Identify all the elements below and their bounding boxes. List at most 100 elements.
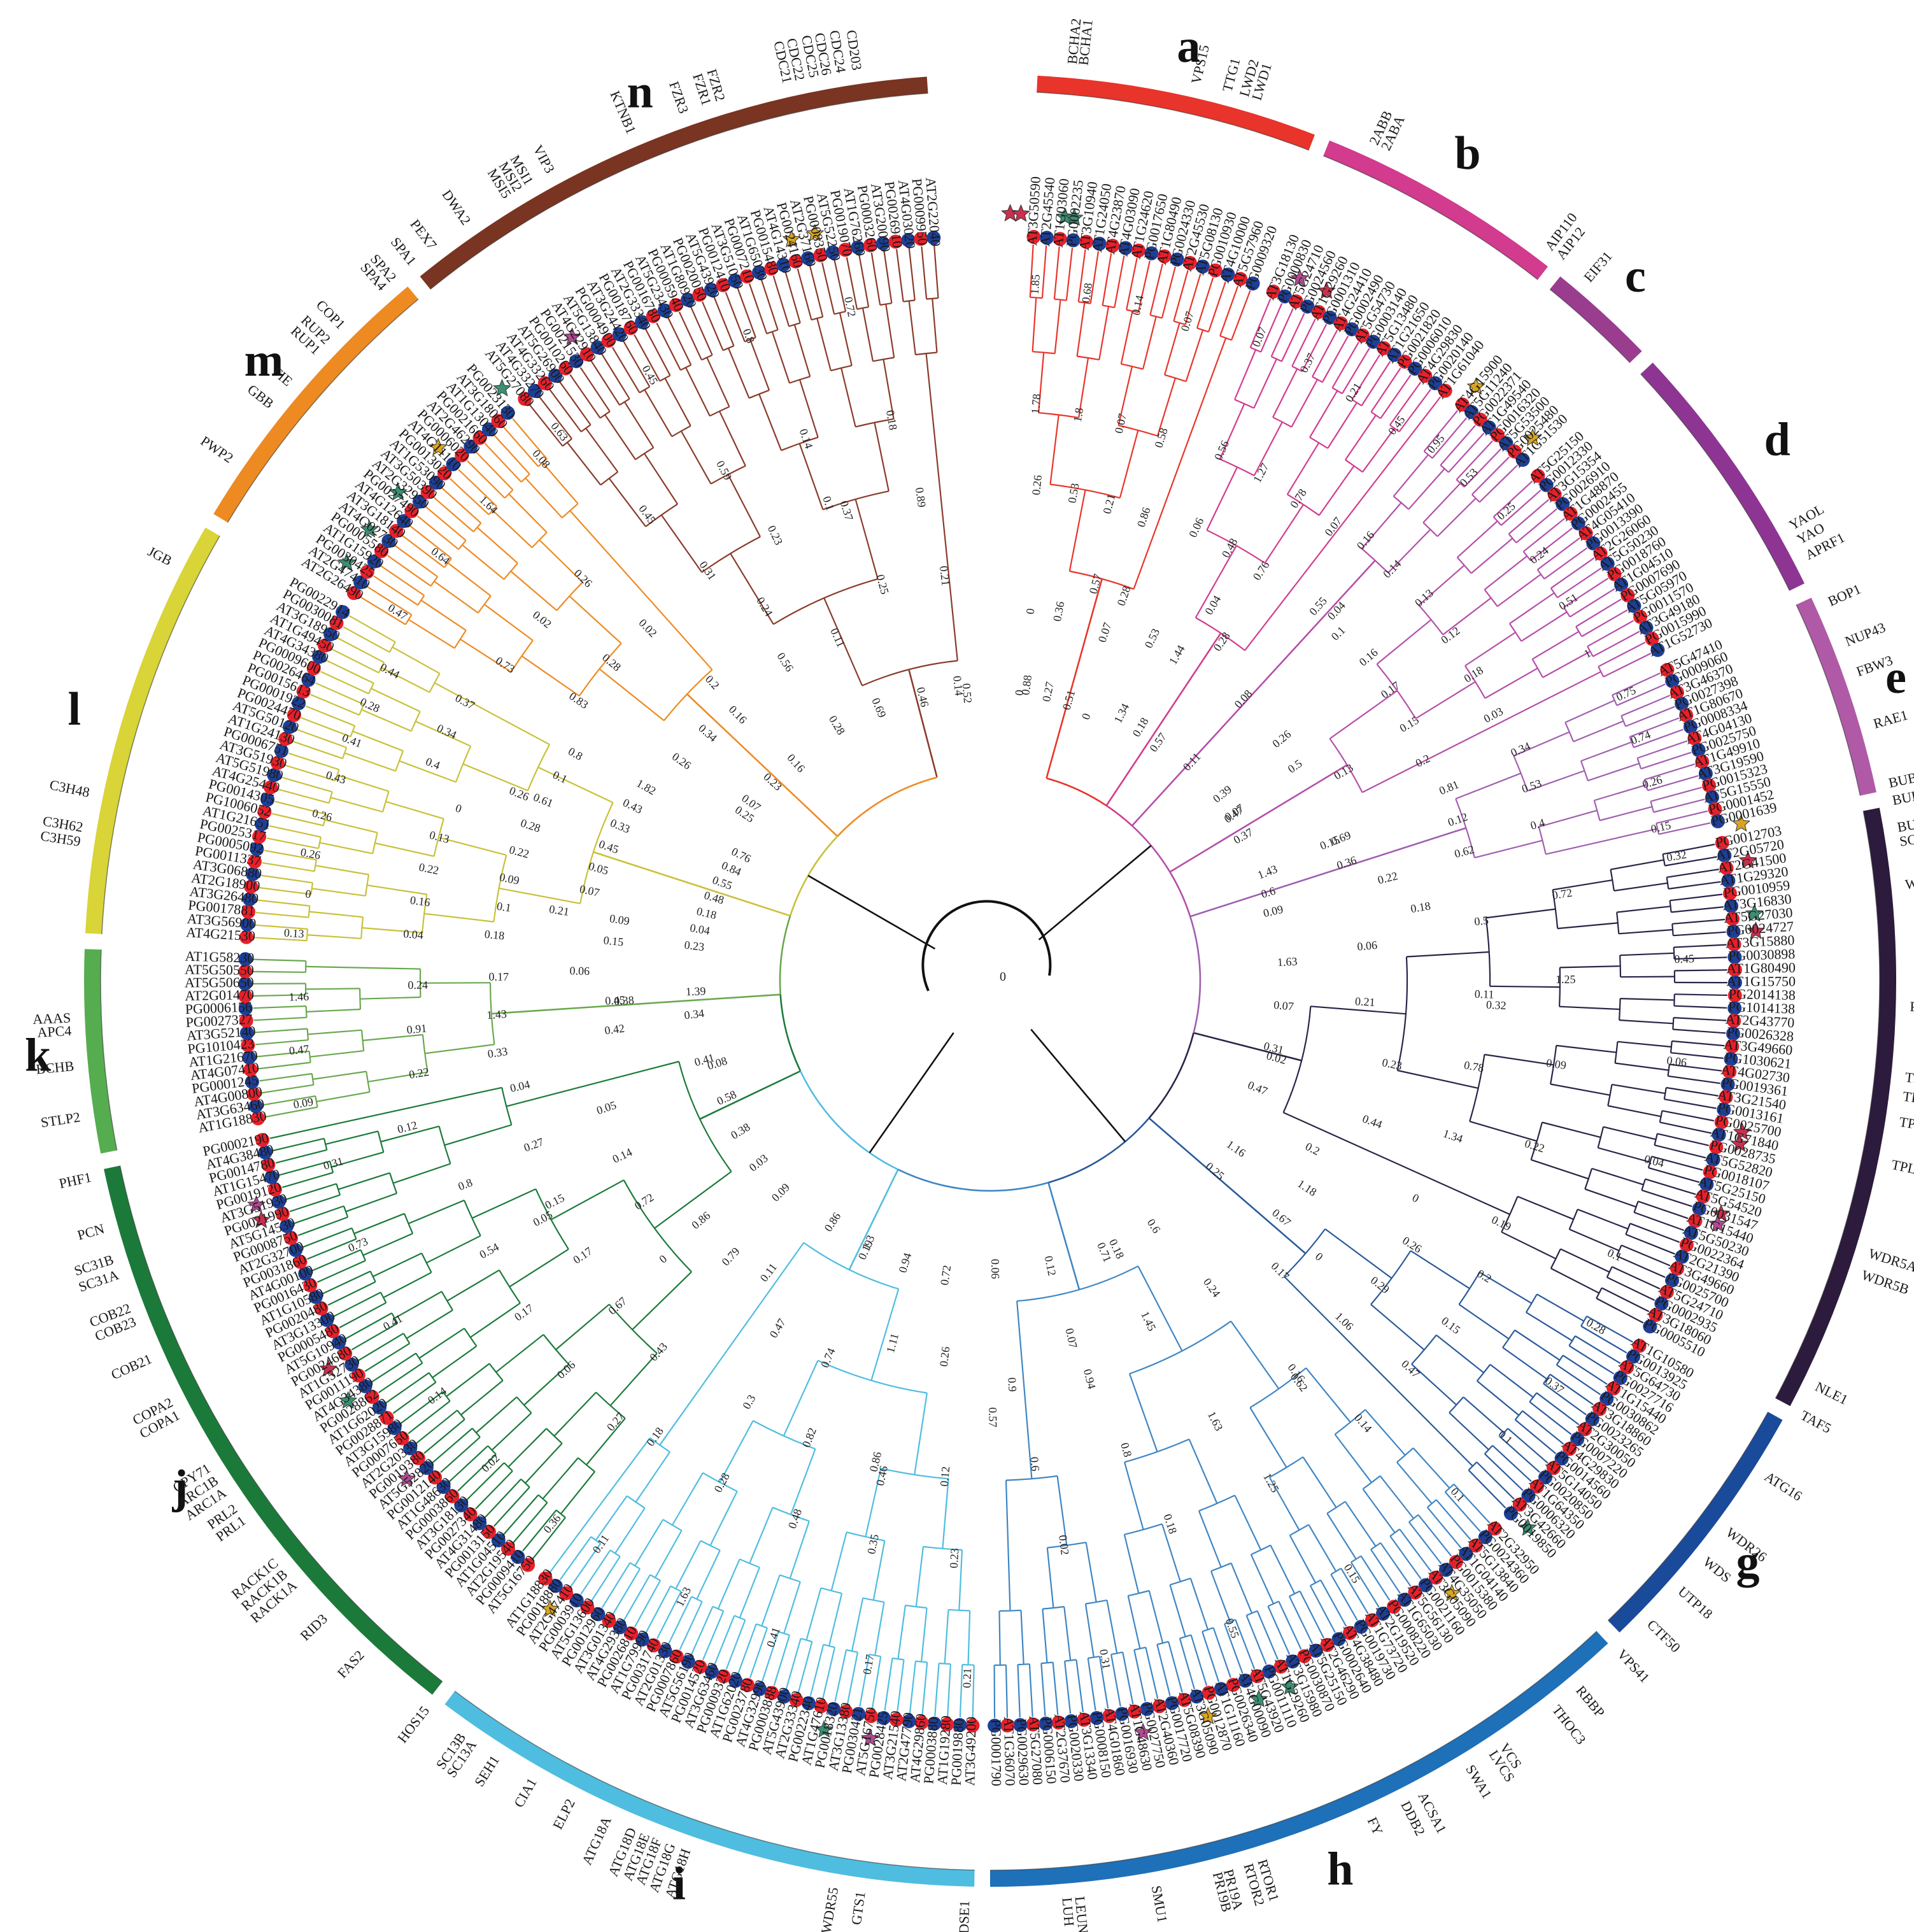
node-arc <box>1210 1562 1232 1572</box>
tip-branch <box>714 1659 718 1665</box>
internal-branch <box>555 1303 610 1351</box>
internal-branch <box>739 1566 760 1618</box>
branch-length-label: 0.6 <box>1145 1216 1163 1235</box>
tip-branch <box>260 874 266 877</box>
internal-branch <box>706 357 730 408</box>
internal-branch <box>1549 1374 1590 1403</box>
branch-length-labels: 1.851.780.2600.880.681.80.530.360.270.14… <box>283 274 1694 1688</box>
branch-length-label: 0.12 <box>1042 1254 1059 1277</box>
gene-name-label: UTP18 <box>1675 1583 1716 1622</box>
tip-branch <box>259 1079 265 1082</box>
internal-branch <box>268 1095 316 1105</box>
internal-branch <box>424 913 494 923</box>
tip-branch <box>1119 1701 1121 1707</box>
star-marker <box>1065 208 1084 226</box>
internal-branch <box>1406 951 1489 958</box>
internal-branch <box>525 1509 557 1548</box>
internal-branch <box>1456 520 1498 558</box>
inner-branch-length-label: 0.57 <box>986 1407 999 1428</box>
tip-branch <box>1343 1621 1347 1627</box>
internal-branch <box>909 1661 916 1709</box>
internal-branch <box>415 720 471 747</box>
star-marker <box>541 1599 560 1617</box>
leaf-marker-circle <box>1632 1339 1647 1353</box>
tip-branch <box>579 367 585 373</box>
leaf-marker-circle <box>428 1470 443 1485</box>
internal-branch <box>535 1517 566 1556</box>
leaf-marker-circle <box>252 829 267 844</box>
internal-branch <box>1492 1445 1528 1479</box>
node-arc <box>1039 412 1079 418</box>
internal-branch <box>1076 302 1086 357</box>
internal-branch <box>362 1332 404 1359</box>
tip-branch <box>1263 1659 1267 1665</box>
branch-length-label: 0.43 <box>325 768 348 786</box>
internal-branch <box>1617 906 1671 913</box>
internal-branch <box>1612 1084 1666 1095</box>
branch-length-label: 0.73 <box>493 654 517 676</box>
internal-branch <box>1126 262 1137 310</box>
internal-branch <box>453 481 490 515</box>
internal-branch <box>542 401 572 439</box>
internal-branch <box>704 1610 725 1656</box>
branch-length-label: 0.45 <box>1386 413 1408 437</box>
tip-branch <box>1148 260 1151 266</box>
leaf-marker-circle <box>1079 234 1094 249</box>
branch-length-label: 0.02 <box>636 616 659 640</box>
branch-length-label: 0.08 <box>1231 687 1254 711</box>
leaf-marker-circle <box>271 756 285 771</box>
internal-branch <box>1514 1419 1553 1451</box>
internal-branch <box>1408 1521 1439 1561</box>
leaf-marker-circle <box>1620 588 1635 602</box>
star-marker <box>247 1195 266 1213</box>
node-arc <box>1636 758 1642 769</box>
clade-letter-g: g <box>1736 1536 1760 1588</box>
internal-branch <box>406 1309 453 1339</box>
branch-length-label: 0.26 <box>1270 728 1293 750</box>
branch-length-label: 0.21 <box>937 565 952 586</box>
internal-branch <box>332 1281 376 1303</box>
leaf-marker-circle <box>1250 1669 1265 1684</box>
branch-length-label: 0.39 <box>1210 783 1234 805</box>
leaf-marker-circle <box>1586 536 1601 551</box>
branch-length-label: 1.43 <box>486 1007 507 1021</box>
internal-branch <box>942 1479 949 1549</box>
internal-branch <box>1620 697 1666 717</box>
tip-branch <box>1375 1602 1380 1608</box>
clade-stem-m <box>686 693 839 837</box>
internal-branch <box>932 298 938 353</box>
internal-branch <box>1124 1461 1144 1530</box>
tip-branch <box>1717 1069 1722 1072</box>
internal-branch <box>479 455 514 491</box>
internal-branch <box>908 301 916 355</box>
tip-branch <box>1173 266 1176 273</box>
branch-length-label: 0.18 <box>884 409 900 431</box>
gene-name-label: PCN <box>76 1221 106 1244</box>
internal-branch <box>623 401 655 448</box>
internal-branch <box>1301 328 1325 372</box>
internal-branch <box>1616 685 1661 706</box>
internal-branch <box>294 1194 341 1211</box>
internal-branch <box>909 252 916 301</box>
internal-branch <box>830 1531 847 1591</box>
tip-branch <box>325 659 331 664</box>
branch-length-label: 0.58 <box>715 1088 739 1107</box>
tip-branch <box>1168 1690 1171 1696</box>
internal-branch <box>1329 690 1398 739</box>
leaf-marker-circle <box>238 989 253 1004</box>
tip-branch <box>1216 1677 1219 1682</box>
tip-branch <box>301 717 306 721</box>
inner-branch-length-label: 0.18 <box>1410 899 1431 915</box>
gene-name-label: PWP2 <box>198 432 237 465</box>
internal-branch <box>1117 366 1133 426</box>
internal-branch <box>258 958 306 962</box>
leaf-marker-circle <box>275 1207 290 1221</box>
internal-branch <box>644 453 679 505</box>
internal-branch <box>553 1391 597 1437</box>
leaf-marker-circle <box>1620 1360 1634 1375</box>
branch-length-label: 0.94 <box>1081 1368 1098 1390</box>
clade-stem-n <box>908 669 938 778</box>
leaf-marker-circle <box>1675 1249 1689 1264</box>
internal-branch <box>1464 632 1516 667</box>
tip-branch <box>331 648 337 652</box>
